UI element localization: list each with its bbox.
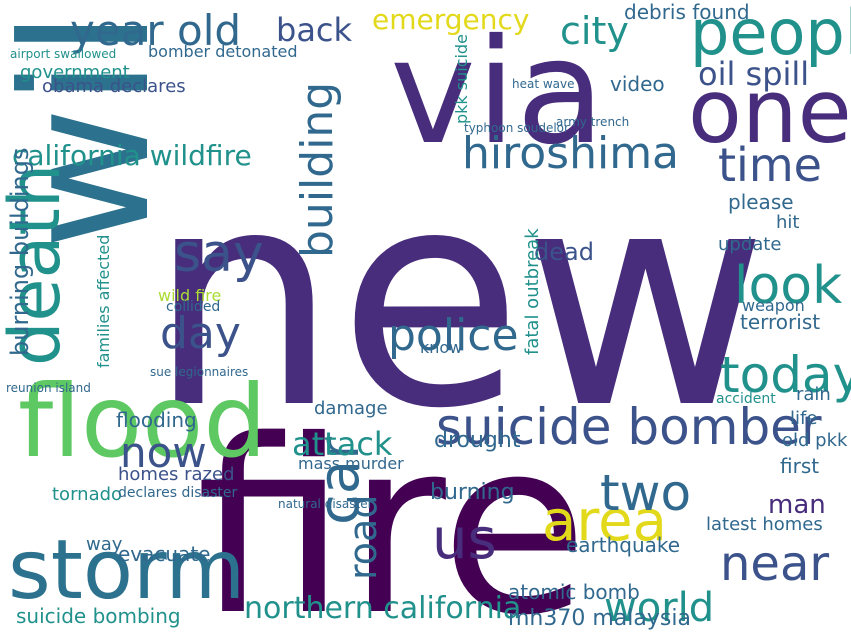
- word-area: area: [542, 489, 667, 554]
- word-look: look: [734, 256, 843, 316]
- word-mh370-malaysia: mh370 malaysia: [508, 606, 691, 631]
- word-update: update: [718, 234, 782, 255]
- word-bomber-detonated: bomber detonated: [148, 42, 298, 61]
- word-atomic-bomb: atomic bomb: [508, 580, 640, 604]
- word-tornado: tornado: [52, 484, 123, 505]
- word-say: say: [174, 224, 264, 284]
- word-building: building: [292, 81, 343, 258]
- word-flooding: flooding: [116, 408, 197, 432]
- word-storm: storm: [8, 523, 246, 618]
- word-dead: dead: [534, 238, 594, 266]
- word-burning: burning: [430, 480, 515, 505]
- word-attack: attack: [292, 425, 393, 463]
- word-one: one: [688, 60, 851, 163]
- word-city: city: [560, 9, 629, 53]
- word-via: via: [390, 8, 605, 177]
- word-wild-fire: wild fire: [158, 286, 222, 305]
- word-families-affected: families affected: [94, 234, 113, 368]
- word-people: people: [690, 0, 851, 69]
- word-sue-legionnaires: sue legionnaires: [150, 365, 249, 379]
- word-rain: rain: [796, 384, 831, 405]
- word-way: way: [86, 534, 123, 555]
- word-day: day: [160, 308, 241, 359]
- word-police: police: [388, 310, 519, 361]
- word-new: new: [148, 125, 769, 474]
- word-us: us: [432, 507, 497, 572]
- word-army-trench: army trench: [556, 115, 630, 129]
- word-damage: damage: [314, 398, 388, 419]
- word-suicide-bombing: suicide bombing: [16, 604, 181, 628]
- word-heat-wave: heat wave: [512, 77, 575, 91]
- word-california-wildfire: california wildfire: [12, 139, 252, 172]
- word-fire: fire: [196, 388, 589, 642]
- word-weapon: weapon: [742, 296, 805, 315]
- word-near: near: [720, 536, 830, 592]
- word-flood: flood: [18, 363, 267, 480]
- word-suicide-bomber: suicide bomber: [436, 398, 822, 456]
- word-northern-california: northern california: [244, 591, 522, 626]
- word-man: man: [768, 490, 826, 520]
- word-debris-found: debris found: [624, 0, 750, 24]
- word-collided: collided: [166, 299, 221, 315]
- word-know: know: [420, 338, 463, 357]
- word-world: world: [604, 585, 715, 631]
- word-please: please: [728, 190, 794, 214]
- word-old-pkk: old pkk: [782, 430, 848, 451]
- word-latest-homes: latest homes: [706, 514, 823, 535]
- word-fatal-outbreak: fatal outbreak: [522, 228, 543, 355]
- word-earthquake: earthquake: [566, 533, 681, 557]
- word-typhoon-soudelor: typhoon soudelor: [464, 121, 569, 135]
- word-homes-razed: homes razed: [118, 464, 235, 485]
- word-obama-declares: obama declares: [42, 76, 186, 97]
- word-first: first: [780, 454, 820, 478]
- word-life: life: [790, 408, 818, 429]
- word-two: two: [600, 464, 692, 522]
- word-today: today: [720, 346, 851, 404]
- word-pkk-suicide: pkk suicide: [452, 34, 471, 124]
- word-reunion-island: reunion island: [6, 381, 91, 395]
- word-accident: accident: [716, 391, 776, 407]
- word-oil-spill: oil spill: [698, 55, 810, 93]
- word-airport-swallowed: airport swallowed: [10, 47, 117, 61]
- word-government: government: [20, 62, 130, 83]
- word-hiroshima: hiroshima: [462, 128, 680, 179]
- word-hit: hit: [776, 212, 800, 233]
- word-terrorist: terrorist: [740, 310, 821, 334]
- word-natural-disaster: natural disaster: [278, 497, 373, 511]
- word-evacuate: evacuate: [118, 542, 211, 566]
- word-emergency: emergency: [372, 3, 530, 36]
- word-burning-buildings: burning buildings: [6, 147, 34, 356]
- word-mass-murder: mass murder: [298, 454, 404, 473]
- word-back: back: [276, 11, 353, 49]
- word-now: now: [120, 428, 207, 477]
- word-time: time: [718, 138, 822, 192]
- word-year-old: year old: [70, 6, 242, 55]
- word-declares-disaster: declares disaster: [118, 485, 238, 501]
- word-video: video: [610, 72, 665, 96]
- word-drought: drought: [434, 428, 521, 453]
